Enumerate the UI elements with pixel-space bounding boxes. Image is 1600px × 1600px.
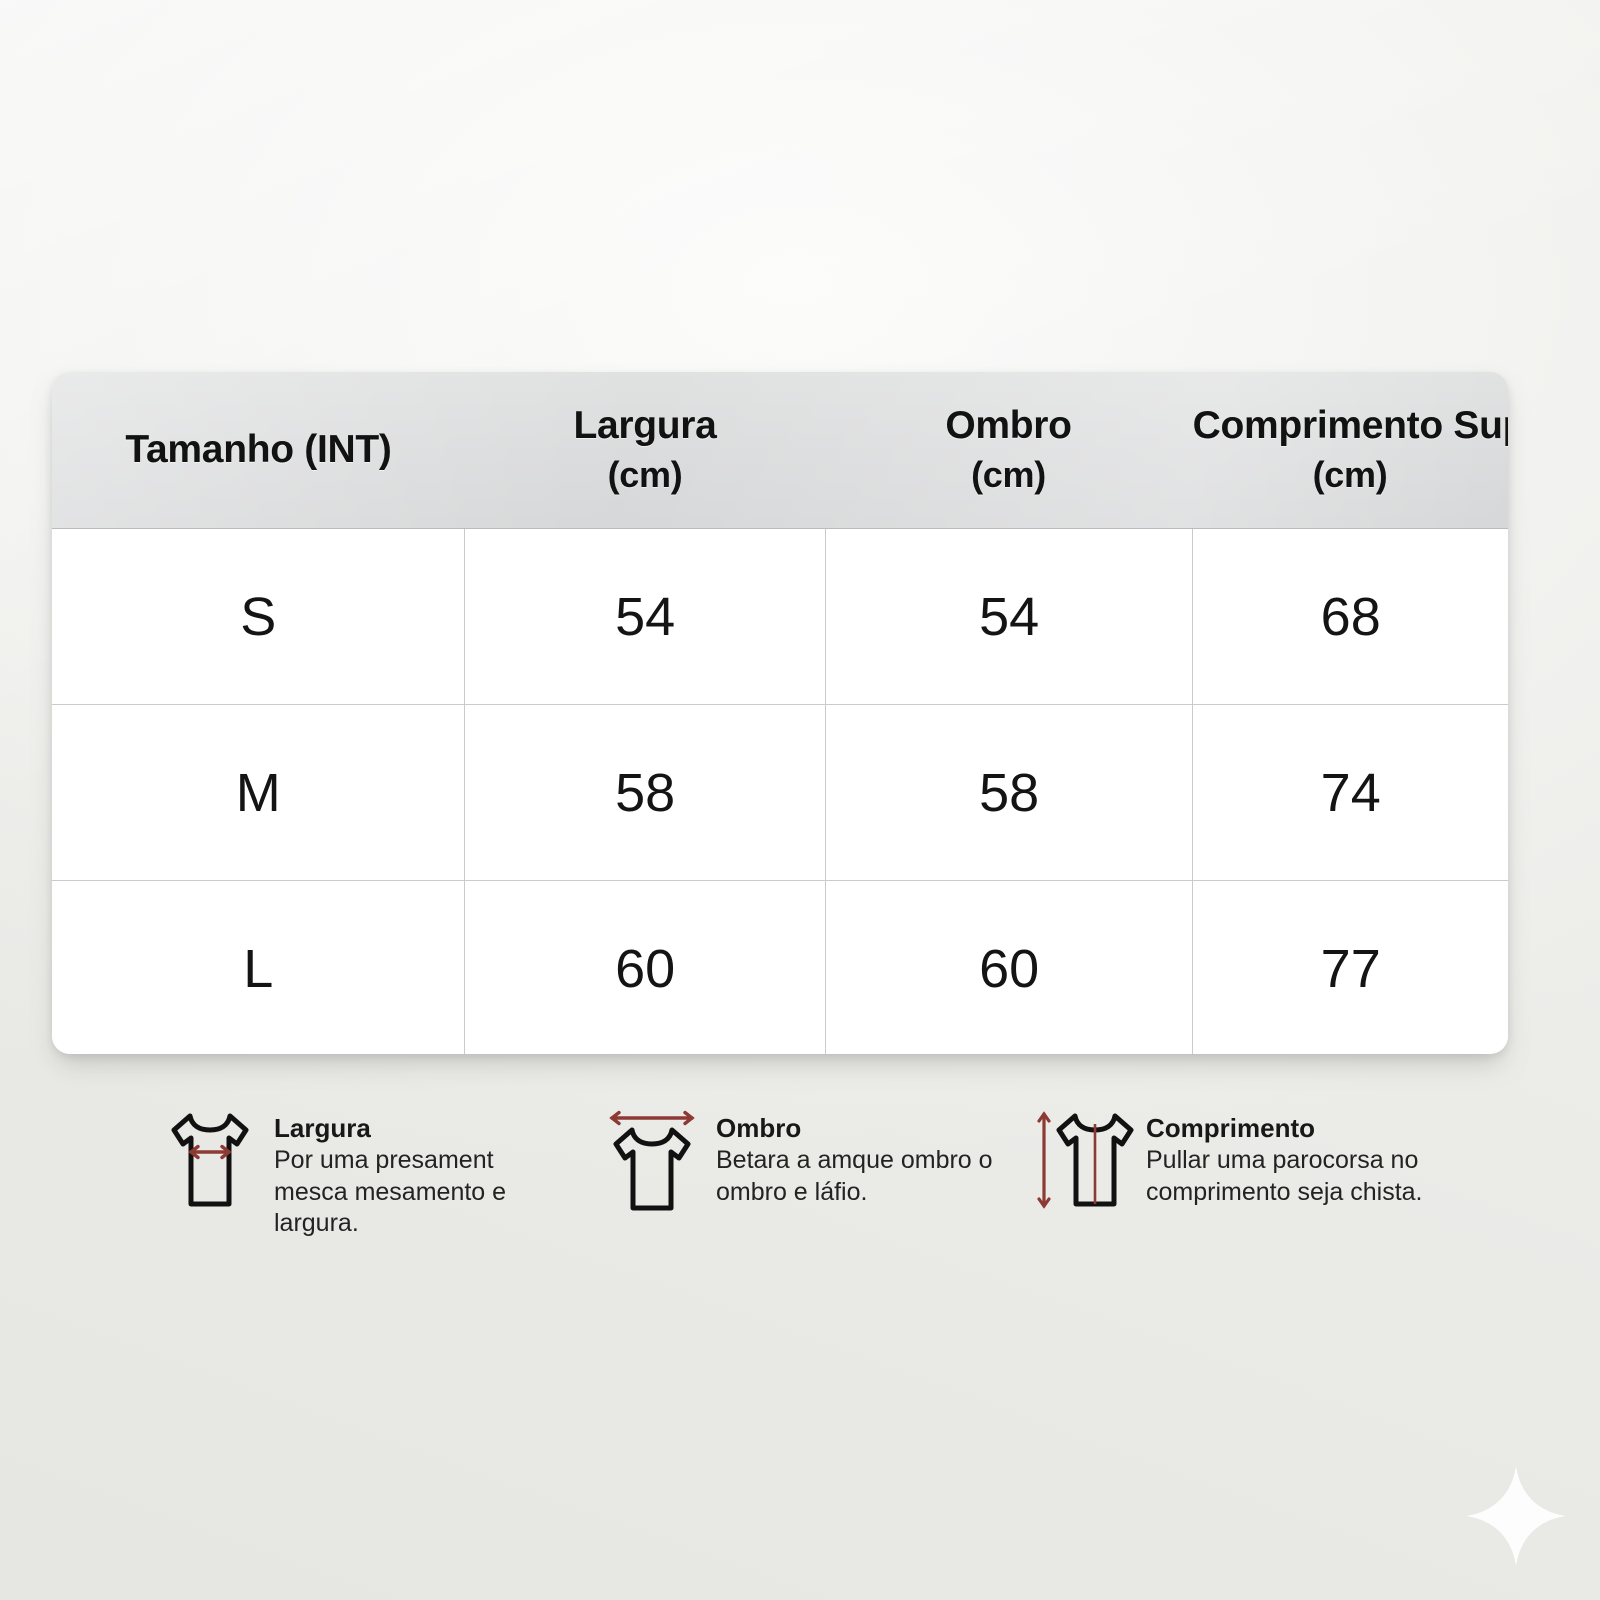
- tshirt-length-icon: [1030, 1100, 1134, 1212]
- legend-title-ombro: Ombro: [716, 1113, 802, 1143]
- tshirt-width-icon: [158, 1100, 262, 1212]
- column-header-size-label: Tamanho (INT): [125, 427, 392, 471]
- table-row: S 54 54 68: [52, 529, 1508, 704]
- column-header-width: Largura (cm): [465, 372, 825, 528]
- tshirt-shoulder-icon: [600, 1100, 704, 1212]
- column-header-length-label: Comprimento Superior: [1192, 404, 1508, 448]
- legend-title-comprimento: Comprimento: [1146, 1113, 1315, 1143]
- legend-desc-comprimento: Pullar uma parocorsa no comprimento seja…: [1146, 1146, 1423, 1206]
- legend-desc-ombro: Betara a amque ombro o ombro e láfio.: [716, 1146, 993, 1206]
- column-header-length: Comprimento Superior (cm): [1192, 372, 1508, 528]
- cell-width: 58: [464, 705, 825, 880]
- legend-item-ombro: Ombro Betara a amque ombro o ombro e láf…: [600, 1098, 1030, 1240]
- cell-size: L: [243, 938, 274, 999]
- legend-title-largura: Largura: [274, 1113, 371, 1143]
- legend-item-comprimento: Comprimento Pullar uma parocorsa no comp…: [1030, 1098, 1450, 1240]
- column-header-shoulder: Ombro (cm): [825, 372, 1192, 528]
- table-row: L 60 60 77: [52, 880, 1508, 1054]
- cell-size: M: [235, 762, 281, 823]
- size-chart-table: Tamanho (INT) Largura (cm) Ombro (cm) Co…: [52, 372, 1508, 1054]
- cell-width: 54: [464, 529, 825, 704]
- cell-shoulder: 60: [824, 881, 1193, 1054]
- table-row: M 58 58 74: [52, 704, 1508, 880]
- legend-text-ombro: Ombro Betara a amque ombro o ombro e láf…: [716, 1098, 1016, 1208]
- sparkle-icon: [1460, 1460, 1572, 1572]
- column-header-shoulder-unit: (cm): [971, 453, 1046, 495]
- column-header-shoulder-label: Ombro: [945, 404, 1072, 448]
- table-body: S 54 54 68 M 58 58 74 L 60 60 77: [52, 529, 1508, 1054]
- cell-length: 74: [1192, 705, 1508, 880]
- legend-text-comprimento: Comprimento Pullar uma parocorsa no comp…: [1146, 1098, 1446, 1208]
- column-header-width-label: Largura: [573, 404, 717, 448]
- column-header-width-unit: (cm): [607, 453, 683, 495]
- table-header-row: Tamanho (INT) Largura (cm) Ombro (cm) Co…: [52, 372, 1508, 529]
- cell-width: 60: [464, 881, 825, 1054]
- column-header-length-unit: (cm): [1312, 453, 1388, 495]
- legend-item-largura: Largura Por uma presament mesca mesament…: [158, 1098, 600, 1240]
- cell-length: 68: [1192, 529, 1508, 704]
- cell-length: 77: [1192, 881, 1508, 1054]
- cell-shoulder: 58: [824, 705, 1193, 880]
- measurement-legend: Largura Por uma presament mesca mesament…: [158, 1098, 1468, 1240]
- legend-desc-largura: Por uma presament mesca mesamento e larg…: [274, 1146, 507, 1238]
- legend-text-largura: Largura Por uma presament mesca mesament…: [274, 1098, 574, 1240]
- column-header-size: Tamanho (INT): [52, 372, 465, 528]
- cell-shoulder: 54: [824, 529, 1193, 704]
- cell-size: S: [240, 586, 277, 647]
